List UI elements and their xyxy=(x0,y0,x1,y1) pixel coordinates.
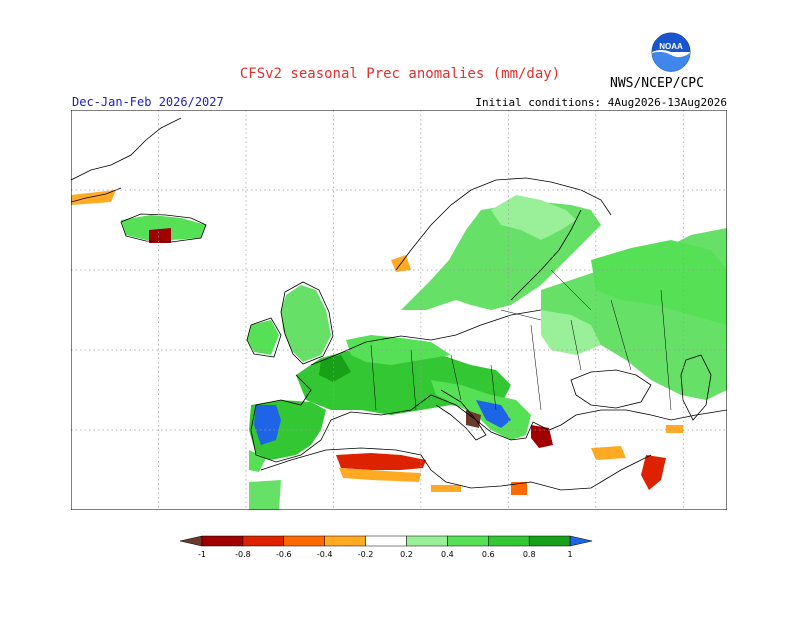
color-legend: -1 -0.8 -0.6 -0.4 -0.2 0.2 0.4 0.6 0.8 1 xyxy=(179,535,593,559)
caspian-coastline xyxy=(680,354,712,421)
anomaly-region-france-north xyxy=(319,355,351,382)
noaa-logo-icon: NOAA xyxy=(651,32,691,72)
anomaly-region-belarus xyxy=(541,310,601,355)
anomaly-region-british-isles xyxy=(281,285,331,362)
legend-label: -0.8 xyxy=(235,550,251,559)
anomaly-region-morocco-west xyxy=(249,450,266,472)
anomaly-region-morocco xyxy=(249,480,281,510)
legend-boxes xyxy=(179,535,593,547)
anomaly-region-egypt xyxy=(511,482,527,495)
legend-box xyxy=(283,535,325,547)
legend-label: 0.6 xyxy=(482,550,495,559)
anomaly-region-greenland xyxy=(71,190,116,205)
anomaly-region-sahara-edge xyxy=(339,468,421,482)
season-label: Dec-Jan-Feb 2026/2027 xyxy=(72,95,224,109)
legend-box xyxy=(365,535,407,547)
italy-coastline xyxy=(435,389,487,441)
legend-box xyxy=(528,535,571,547)
legend-box xyxy=(406,535,448,547)
coastline-layer xyxy=(71,117,727,491)
anomaly-region-greece xyxy=(531,425,553,448)
initial-conditions-label: Initial conditions: 4Aug2026-13Aug2026 xyxy=(475,96,727,109)
anomaly-region-lapland xyxy=(491,195,576,240)
anomaly-region-ireland xyxy=(247,320,279,355)
anomaly-region-portugal xyxy=(254,405,281,445)
legend-label: -0.6 xyxy=(276,550,292,559)
anomaly-region-iceland xyxy=(121,215,206,240)
legend-label: 0.4 xyxy=(441,550,454,559)
legend-label: 0.8 xyxy=(523,550,536,559)
legend-label: -0.4 xyxy=(317,550,333,559)
scandinavia-coastline xyxy=(395,177,612,301)
anomaly-region-turkey-south xyxy=(591,446,626,460)
anomaly-region-germany xyxy=(346,335,451,365)
legend-box xyxy=(324,535,366,547)
anomaly-region-adriatic xyxy=(476,400,511,428)
north-africa-coastline xyxy=(260,447,652,491)
britain-coastline xyxy=(280,281,334,365)
legend-box xyxy=(488,535,530,547)
legend-label: -1 xyxy=(198,550,206,559)
legend-labels: -1 -0.8 -0.6 -0.4 -0.2 0.2 0.4 0.6 0.8 1 xyxy=(198,550,573,559)
ireland-coastline xyxy=(246,317,282,358)
legend-box xyxy=(242,535,285,547)
anomaly-region-iceland-south xyxy=(149,228,171,243)
legend-label: 1 xyxy=(568,550,573,559)
grid-lines xyxy=(71,110,727,510)
legend-label: 0.2 xyxy=(400,550,413,559)
anomaly-region-caspian-west xyxy=(666,425,683,433)
black-sea-coastline xyxy=(570,369,652,409)
iceland-coastline xyxy=(120,213,207,243)
anomaly-region-north-africa xyxy=(336,453,426,470)
anomaly-map: 30W20W10W010E20E30E40E 30N40N50N60N70N80… xyxy=(71,110,727,510)
greenland-coastline xyxy=(71,117,182,203)
legend-label: -0.2 xyxy=(358,550,374,559)
europe-mainland-coastline xyxy=(250,309,727,463)
logo-text: NOAA xyxy=(659,42,683,51)
legend-box xyxy=(201,535,244,547)
org-label: NWS/NCEP/CPC xyxy=(610,76,704,91)
anomaly-region-italy-south xyxy=(466,410,481,428)
anomaly-region-levant xyxy=(641,455,666,490)
legend-arrow-low xyxy=(179,535,203,547)
anomaly-region-libya xyxy=(431,485,461,492)
legend-arrow-high xyxy=(569,535,593,547)
chart-title: CFSv2 seasonal Prec anomalies (mm/day) xyxy=(239,66,561,82)
legend-box xyxy=(447,535,489,547)
anomaly-region-russia-core xyxy=(591,240,727,325)
anomaly-fill-layer xyxy=(71,190,727,510)
